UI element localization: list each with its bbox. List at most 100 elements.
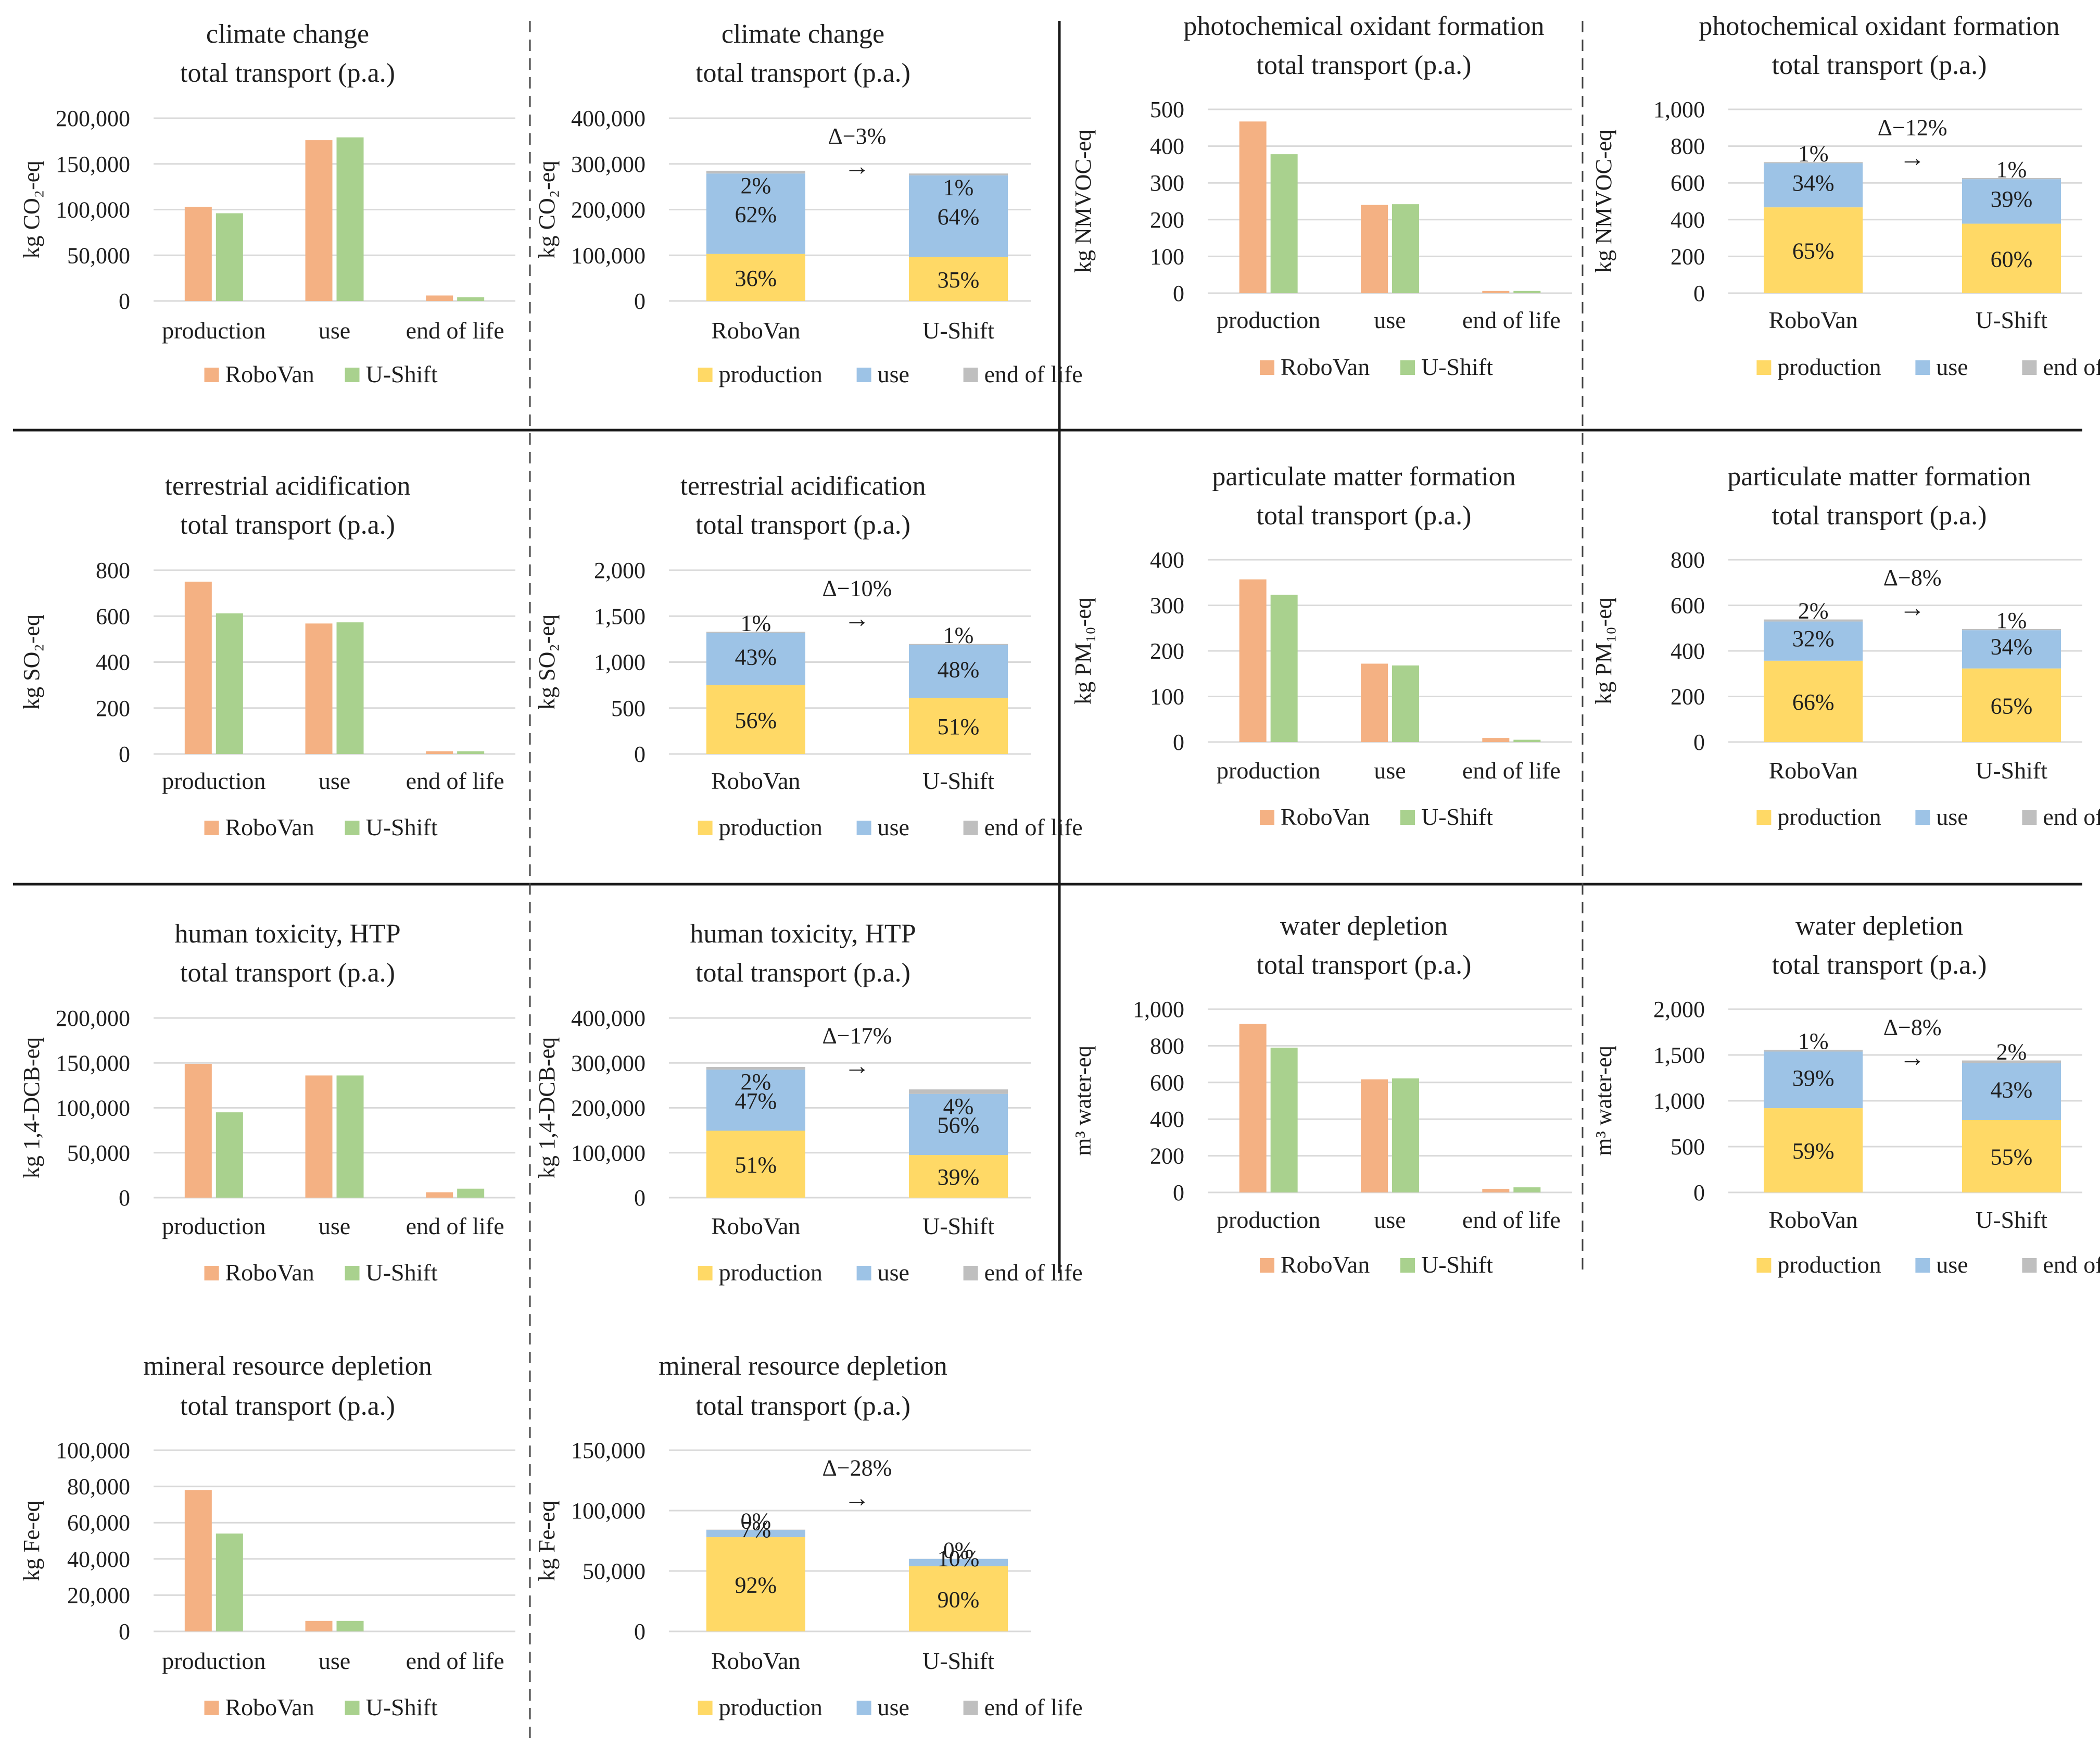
legend-label-use: use bbox=[878, 814, 909, 840]
y-tick-label: 800 bbox=[96, 558, 130, 583]
bar-robovan-use bbox=[305, 1620, 333, 1631]
y-tick-label: 0 bbox=[119, 288, 130, 314]
x-category-label: RoboVan bbox=[1769, 757, 1858, 784]
x-category-label: end of life bbox=[406, 1213, 504, 1239]
chart-title: human toxicity, HTP bbox=[174, 919, 400, 949]
data-label-use: 64% bbox=[938, 204, 980, 230]
x-category-label: U-Shift bbox=[1976, 757, 2047, 784]
legend-swatch-robovan bbox=[204, 821, 219, 835]
y-tick-label: 40,000 bbox=[67, 1547, 130, 1572]
y-tick-label: 60,000 bbox=[67, 1510, 130, 1536]
legend-swatch-robovan bbox=[204, 1701, 219, 1715]
y-tick-label: 200,000 bbox=[56, 106, 130, 131]
x-category-label: use bbox=[319, 768, 350, 794]
delta-arrow: → bbox=[844, 152, 870, 181]
y-tick-label: 600 bbox=[1150, 1070, 1184, 1096]
delta-annotation: Δ−12% bbox=[1878, 115, 1947, 140]
y-tick-label: 1,000 bbox=[1653, 97, 1705, 122]
y-tick-label: 300 bbox=[1150, 593, 1184, 619]
stack-use-robovan bbox=[706, 1070, 805, 1131]
legend-label-production: production bbox=[1777, 803, 1881, 830]
data-label-end-of-life: 1% bbox=[1798, 141, 1829, 166]
legend-swatch-ushift bbox=[1400, 360, 1415, 375]
legend-swatch-production bbox=[1756, 1258, 1772, 1273]
legend-swatch-production bbox=[698, 1266, 713, 1280]
y-axis-label: kg CO₂-eq bbox=[19, 161, 44, 259]
stack-end-of-life-u-shift bbox=[1962, 178, 2061, 180]
y-tick-label: 2,000 bbox=[594, 558, 646, 583]
legend-swatch-production bbox=[698, 368, 713, 382]
data-label-use: 7% bbox=[740, 1517, 771, 1542]
y-axis-label: m³ water-eq bbox=[1070, 1046, 1096, 1155]
chart-subtitle: total transport (p.a.) bbox=[695, 58, 910, 88]
bar-robovan-end-of-life bbox=[1482, 1188, 1510, 1192]
legend-swatch-end-of-life bbox=[2022, 360, 2037, 375]
legend-swatch-ushift bbox=[345, 1701, 360, 1715]
legend-label-robovan: RoboVan bbox=[225, 1694, 314, 1720]
chart-panel-9: human toxicity, HTP total transport (p.a.… bbox=[534, 919, 1083, 1286]
stack-use-robovan bbox=[706, 173, 805, 254]
legend-swatch-robovan bbox=[204, 368, 219, 382]
data-label-end-of-life: 1% bbox=[1996, 608, 2027, 633]
bar-robovan-end-of-life bbox=[426, 295, 453, 301]
data-label-production: 92% bbox=[735, 1573, 777, 1598]
y-tick-label: 200,000 bbox=[56, 1006, 130, 1031]
x-category-label: use bbox=[1374, 1206, 1406, 1233]
x-category-label: RoboVan bbox=[1769, 307, 1858, 333]
bar-u-shift-end-of-life bbox=[457, 751, 485, 754]
chart-title: particulate matter formation bbox=[1212, 462, 1515, 492]
bar-u-shift-end-of-life bbox=[1513, 1187, 1541, 1192]
chart-panel-12: mineral resource depletion total transpor… bbox=[19, 1351, 515, 1720]
stack-end-of-life-u-shift bbox=[909, 1089, 1008, 1094]
x-category-label: end of life bbox=[406, 1648, 504, 1674]
bar-robovan-use bbox=[305, 1075, 333, 1198]
y-tick-label: 100 bbox=[1150, 684, 1184, 710]
y-tick-label: 0 bbox=[634, 741, 646, 767]
chart-title: terrestrial acidification bbox=[680, 471, 926, 501]
legend-swatch-use bbox=[856, 1701, 871, 1715]
y-tick-label: 200,000 bbox=[571, 1096, 646, 1121]
chart-title: climate change bbox=[206, 19, 369, 49]
data-label-production: 35% bbox=[938, 267, 980, 293]
data-label-end-of-life: 1% bbox=[1996, 157, 2027, 182]
x-category-label: end of life bbox=[406, 768, 504, 794]
y-tick-label: 100,000 bbox=[56, 1096, 130, 1121]
legend-label-use: use bbox=[878, 1694, 909, 1720]
stack-end-of-life-robovan bbox=[1764, 1049, 1863, 1052]
y-tick-label: 400,000 bbox=[571, 1006, 646, 1031]
x-category-label: U-Shift bbox=[922, 1648, 994, 1674]
y-tick-label: 500 bbox=[611, 696, 646, 721]
legend-swatch-ushift bbox=[1400, 1258, 1415, 1273]
legend-label-end-of-life: end of life bbox=[984, 361, 1083, 387]
data-label-use: 56% bbox=[938, 1112, 980, 1138]
y-tick-label: 800 bbox=[1671, 547, 1705, 573]
legend-swatch-robovan bbox=[1260, 1258, 1274, 1273]
bar-u-shift-use bbox=[336, 1075, 364, 1198]
chart-panel-5: terrestrial acidification total transport… bbox=[534, 471, 1083, 840]
y-tick-label: 400,000 bbox=[571, 106, 646, 131]
bar-robovan-end-of-life bbox=[426, 1192, 453, 1198]
chart-subtitle: total transport (p.a.) bbox=[695, 1391, 910, 1421]
bar-u-shift-production bbox=[216, 1534, 243, 1631]
data-label-end-of-life: 1% bbox=[943, 175, 974, 200]
bar-u-shift-production bbox=[1270, 1047, 1298, 1192]
x-category-label: use bbox=[319, 1648, 350, 1674]
x-category-label: production bbox=[162, 1648, 265, 1674]
stack-use-u-shift bbox=[909, 1559, 1008, 1566]
data-label-use: 48% bbox=[938, 657, 980, 682]
bar-robovan-production bbox=[184, 207, 212, 301]
chart-subtitle: total transport (p.a.) bbox=[180, 1391, 395, 1421]
legend-label-robovan: RoboVan bbox=[1281, 803, 1370, 830]
y-axis-label: kg PM₁₀-eq bbox=[1070, 597, 1096, 704]
delta-annotation: Δ−3% bbox=[828, 123, 887, 149]
x-category-label: RoboVan bbox=[711, 317, 800, 344]
legend-swatch-production bbox=[1756, 360, 1772, 375]
legend-label-production: production bbox=[719, 1694, 823, 1720]
data-label-end-of-life: 2% bbox=[1996, 1039, 2027, 1065]
legend-label-production: production bbox=[719, 814, 823, 840]
legend-label-end-of-life: end of life bbox=[984, 1259, 1083, 1286]
data-label-use: 10% bbox=[938, 1545, 980, 1571]
data-label-production: 90% bbox=[938, 1587, 980, 1612]
bar-u-shift-end-of-life bbox=[1513, 739, 1541, 742]
legend-label-ushift: U-Shift bbox=[1421, 803, 1493, 830]
